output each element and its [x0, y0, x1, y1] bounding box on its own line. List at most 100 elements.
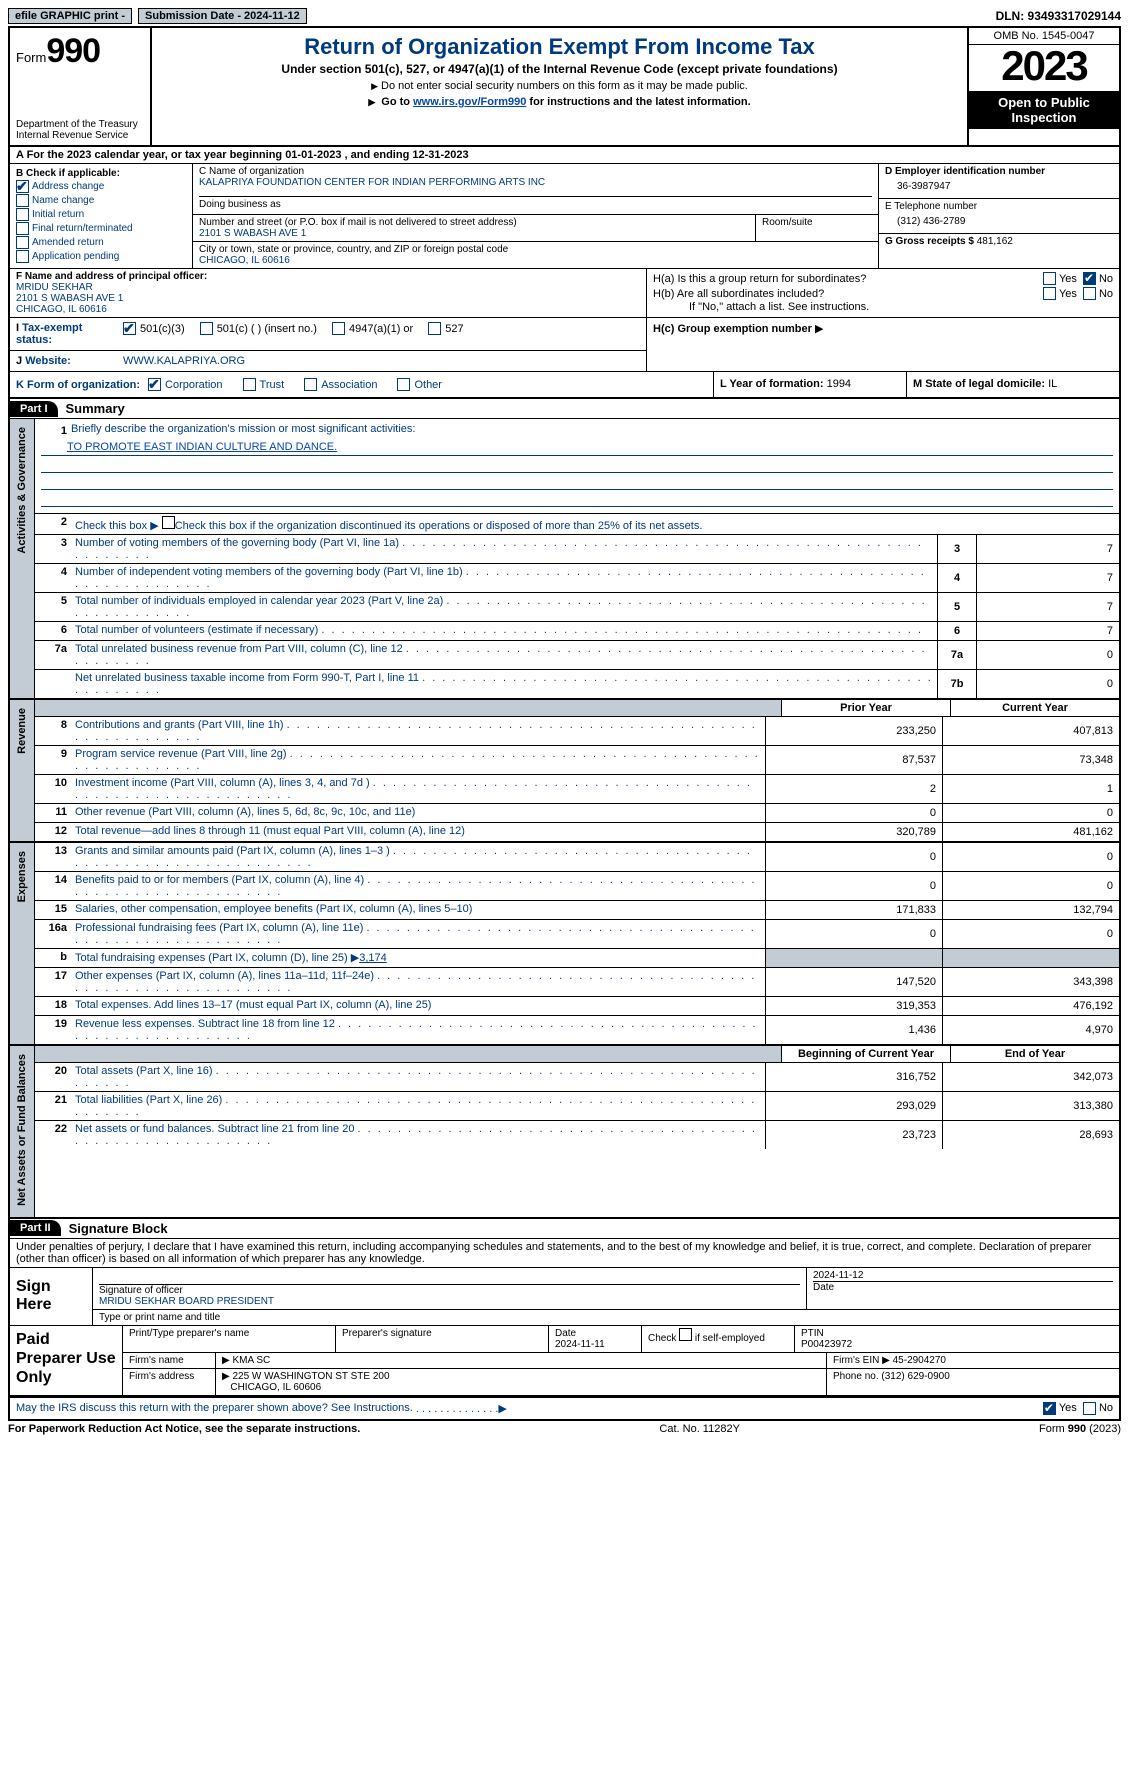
part1-label: Part I [10, 401, 58, 417]
part1-header: Part I Summary [10, 397, 1119, 419]
ha-yes[interactable]: Yes [1043, 272, 1077, 285]
ein-value: 36-3987947 [885, 177, 1113, 196]
phone-label: E Telephone number [885, 201, 1113, 212]
side-netassets: Net Assets or Fund Balances [16, 1046, 28, 1214]
tax-status-label: Tax-exempt status: [16, 322, 82, 346]
chk-501c3[interactable]: 501(c)(3) [123, 322, 185, 335]
mission-text[interactable]: TO PROMOTE EAST INDIAN CULTURE AND DANCE… [67, 441, 337, 453]
ha-no[interactable]: No [1083, 272, 1113, 285]
discuss-row: May the IRS discuss this return with the… [10, 1397, 1119, 1419]
hb-note: If "No," attach a list. See instructions… [653, 301, 1113, 313]
submission-date: Submission Date - 2024-11-12 [138, 8, 307, 24]
website-label: Website: [25, 355, 71, 367]
preparer-label: Paid Preparer Use Only [10, 1326, 123, 1395]
preparer-row: Paid Preparer Use Only Print/Type prepar… [10, 1326, 1119, 1397]
v3: 7 [976, 535, 1119, 563]
chk-name-change[interactable]: Name change [16, 194, 186, 207]
box-b: B Check if applicable: Address change Na… [10, 164, 193, 268]
domicile: IL [1048, 378, 1057, 390]
street-label: Number and street (or P.O. box if mail i… [199, 217, 749, 228]
side-expenses: Expenses [16, 843, 28, 910]
tax-status-options: 501(c)(3) 501(c) ( ) (insert no.) 4947(a… [117, 318, 646, 350]
sign-here-row: Sign Here Signature of officer MRIDU SEK… [10, 1267, 1119, 1326]
org-name: KALAPRIYA FOUNDATION CENTER FOR INDIAN P… [199, 177, 872, 188]
row-ij: I Tax-exempt status: 501(c)(3) 501(c) ( … [10, 318, 1119, 372]
chk-initial-return[interactable]: Initial return [16, 208, 186, 221]
box-de: D Employer identification number 36-3987… [878, 164, 1119, 268]
v4: 7 [976, 564, 1119, 592]
officer-signed: MRIDU SEKHAR BOARD PRESIDENT [99, 1296, 800, 1307]
discuss-no[interactable]: No [1083, 1402, 1113, 1415]
room-label: Room/suite [755, 215, 878, 241]
v7b: 0 [976, 670, 1119, 698]
chk-4947[interactable]: 4947(a)(1) or [332, 322, 413, 335]
sec-netassets: Net Assets or Fund Balances Beginning of… [10, 1046, 1119, 1217]
l1-text: Briefly describe the organization's miss… [71, 423, 415, 439]
info-block: B Check if applicable: Address change Na… [10, 164, 1119, 269]
hb-label: H(b) Are all subordinates included? [653, 288, 1037, 300]
chk-application[interactable]: Application pending [16, 250, 186, 263]
sec-expenses: Expenses 13Grants and similar amounts pa… [10, 843, 1119, 1046]
tax-year: 2023 [969, 45, 1119, 91]
chk-corp[interactable]: Corporation [148, 378, 222, 391]
hdr-prior: Prior Year [781, 700, 950, 716]
form-container: Form990 Department of the Treasury Inter… [8, 26, 1121, 1421]
type-name-label: Type or print name and title [93, 1310, 1119, 1325]
efile-button[interactable]: efile GRAPHIC print - [8, 8, 132, 24]
officer-street: 2101 S WABASH AVE 1 [16, 293, 640, 304]
gross-label: G Gross receipts $ [885, 236, 974, 247]
box-h: H(a) Is this a group return for subordin… [647, 269, 1119, 317]
l2-text: Check this box ▶ Check this box if the o… [71, 514, 1119, 534]
chk-501c[interactable]: 501(c) ( ) (insert no.) [200, 322, 317, 335]
prep-sig-label: Preparer's signature [336, 1326, 549, 1352]
domicile-label: M State of legal domicile: [913, 378, 1045, 390]
chk-amended[interactable]: Amended return [16, 236, 186, 249]
row-fh: F Name and address of principal officer:… [10, 269, 1119, 318]
dba-label: Doing business as [199, 196, 872, 210]
v7a: 0 [976, 641, 1119, 669]
chk-trust[interactable]: Trust [243, 378, 285, 391]
form-number: 990 [46, 32, 100, 70]
row-k: K Form of organization: Corporation Trus… [10, 372, 1119, 397]
perjury-text: Under penalties of perjury, I declare th… [10, 1239, 1119, 1267]
discuss-yes[interactable]: Yes [1043, 1402, 1077, 1415]
l2-checkbox[interactable] [162, 516, 175, 529]
ein-label: D Employer identification number [885, 166, 1113, 177]
hdr-end: End of Year [950, 1046, 1119, 1062]
chk-assoc[interactable]: Association [304, 378, 377, 391]
chk-final-return[interactable]: Final return/terminated [16, 222, 186, 235]
dln: DLN: 93493317029144 [996, 9, 1121, 23]
city: CHICAGO, IL 60616 [199, 255, 872, 266]
sec-governance: Activities & Governance 1Briefly describ… [10, 419, 1119, 700]
v6: 7 [976, 622, 1119, 640]
hdr-curr: Current Year [950, 700, 1119, 716]
hc-label: H(c) Group exemption number [653, 323, 812, 335]
officer-label: F Name and address of principal officer: [16, 271, 640, 282]
chk-527[interactable]: 527 [428, 322, 463, 335]
cat-no: Cat. No. 11282Y [659, 1423, 740, 1435]
header-left: Form990 Department of the Treasury Inter… [10, 28, 152, 145]
chk-address-change[interactable]: Address change [16, 180, 186, 193]
chk-other[interactable]: Other [397, 378, 442, 391]
header-center: Return of Organization Exempt From Incom… [152, 28, 967, 145]
part2-label: Part II [10, 1220, 61, 1236]
sig-officer-label: Signature of officer [99, 1285, 800, 1296]
goto-line: Go to www.irs.gov/Form990 for instructio… [162, 96, 957, 108]
row-a-tax-year: A For the 2023 calendar year, or tax yea… [10, 147, 1119, 164]
part2-header: Part II Signature Block [10, 1217, 1119, 1239]
dept-irs: Internal Revenue Service [16, 130, 144, 141]
hb-yes[interactable]: Yes [1043, 287, 1077, 300]
box-c: C Name of organization KALAPRIYA FOUNDAT… [193, 164, 878, 268]
hb-no[interactable]: No [1083, 287, 1113, 300]
form-subtitle: Under section 501(c), 527, or 4947(a)(1)… [162, 62, 957, 76]
ssn-warning: Do not enter social security numbers on … [162, 80, 957, 92]
side-governance: Activities & Governance [16, 419, 28, 562]
self-employed-chk[interactable] [679, 1328, 692, 1341]
irs-link[interactable]: www.irs.gov/Form990 [413, 96, 526, 108]
top-bar: efile GRAPHIC print - Submission Date - … [8, 8, 1121, 24]
box-f: F Name and address of principal officer:… [10, 269, 647, 317]
header-right: OMB No. 1545-0047 2023 Open to Public In… [967, 28, 1119, 145]
gross-value: 481,162 [977, 236, 1013, 247]
sig-date-label: Date [813, 1282, 1113, 1293]
street: 2101 S WABASH AVE 1 [199, 228, 749, 239]
